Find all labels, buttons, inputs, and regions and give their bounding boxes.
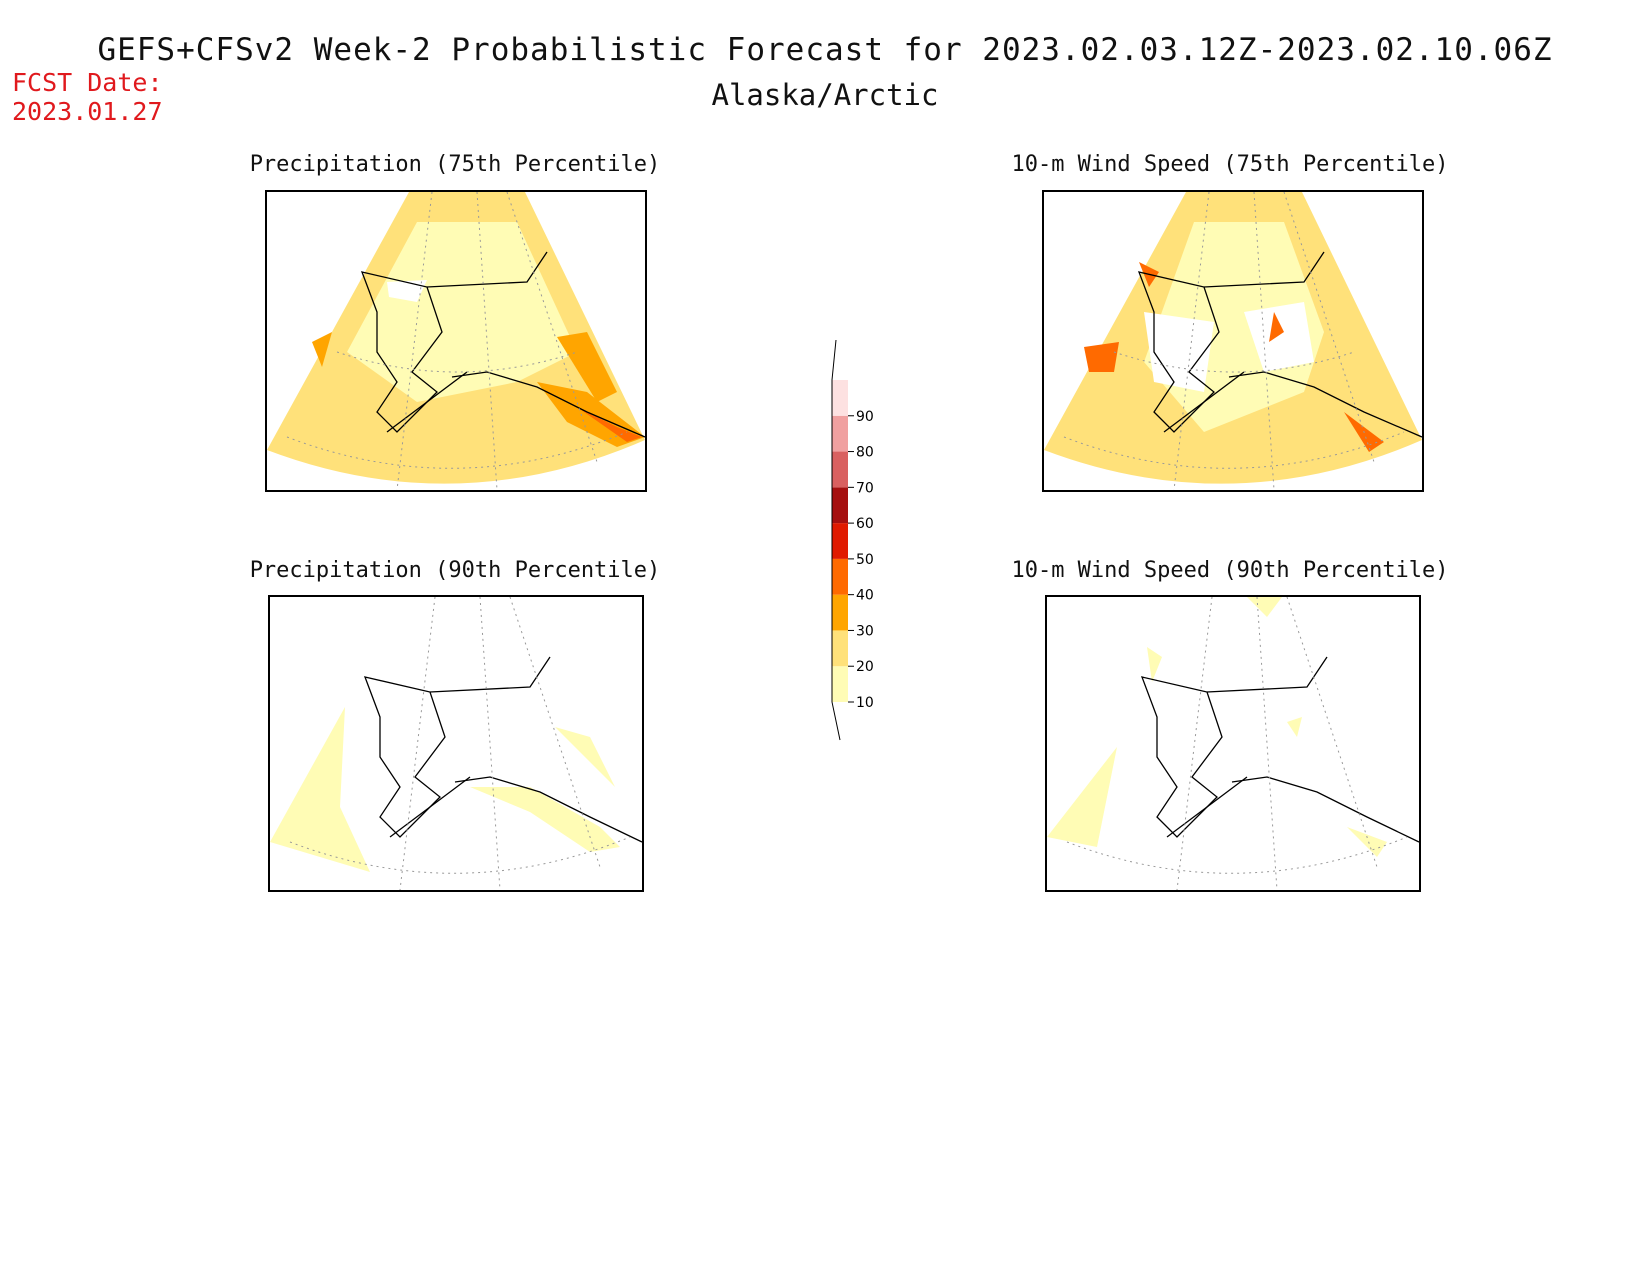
map-precip-75	[265, 190, 647, 492]
colorbar-label-60: 60	[856, 516, 874, 532]
region-subtitle: Alaska/Arctic	[711, 78, 939, 112]
colorbar-swatch-40	[832, 558, 848, 595]
colorbar-label-40: 40	[856, 588, 874, 604]
map-wind-75	[1042, 190, 1424, 492]
colorbar-swatch-20	[832, 630, 848, 667]
colorbar-swatch-50	[832, 523, 848, 559]
map-wind-90	[1045, 595, 1421, 892]
colorbar-label-70: 70	[856, 480, 874, 496]
colorbar-svg: 10 20 30 40 50 60 70 80 90	[831, 339, 874, 741]
colorbar-label-20: 20	[856, 659, 874, 675]
colorbar: 10 20 30 40 50 60 70 80 90	[820, 330, 890, 750]
colorbar-label-10: 10	[856, 695, 874, 711]
panel-title-precip-75: Precipitation (75th Percentile)	[249, 152, 661, 177]
colorbar-label-30: 30	[856, 623, 874, 639]
map-precip-90	[268, 595, 644, 892]
panel-title-precip-90: Precipitation (90th Percentile)	[249, 558, 661, 583]
forecast-date-value: 2023.01.27	[12, 97, 163, 126]
figure-title: GEFS+CFSv2 Week-2 Probabilistic Forecast…	[97, 32, 1553, 68]
colorbar-label-50: 50	[856, 552, 874, 568]
colorbar-label-90: 90	[856, 409, 874, 425]
forecast-date-block: FCST Date: 2023.01.27	[12, 68, 163, 126]
colorbar-swatch-10	[832, 666, 848, 702]
colorbar-swatch-70	[832, 451, 848, 488]
colorbar-swatch-30	[832, 594, 848, 631]
colorbar-swatch-60	[832, 487, 848, 524]
panel-title-wind-75: 10-m Wind Speed (75th Percentile)	[1011, 152, 1449, 177]
colorbar-label-80: 80	[856, 445, 874, 461]
forecast-date-label: FCST Date:	[12, 68, 163, 97]
colorbar-swatch-80	[832, 415, 848, 452]
panel-title-wind-90: 10-m Wind Speed (90th Percentile)	[1011, 558, 1449, 583]
colorbar-swatch-90	[832, 380, 848, 416]
colorbar-outline	[831, 339, 841, 741]
